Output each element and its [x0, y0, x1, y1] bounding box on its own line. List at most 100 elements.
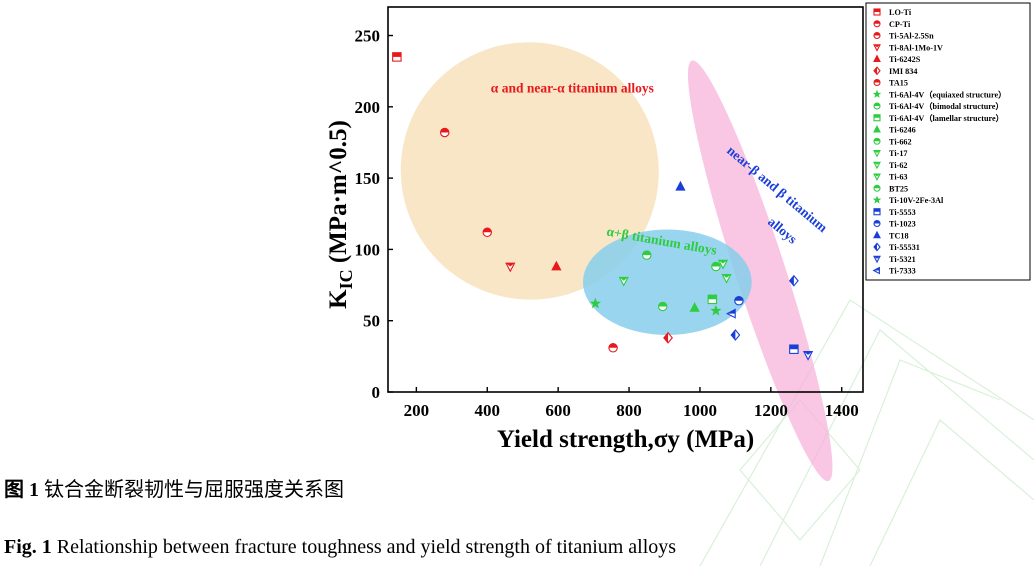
x-tick-label: 1200 [754, 401, 788, 420]
legend-label-9: Ti-6Al-4V（bimodal structure） [889, 101, 1004, 111]
legend-marker-14 [873, 161, 881, 170]
legend-marker-4 [873, 44, 881, 52]
legend-marker-13 [873, 150, 881, 158]
x-tick-label: 800 [616, 401, 642, 420]
legend-label-12: Ti-662 [889, 137, 912, 146]
legend-label-21: Ti-55531 [889, 243, 920, 252]
legend-label-8: Ti-6Al-4V（equiaxed structure） [889, 89, 1006, 99]
legend-label-11: Ti-6246 [889, 126, 916, 135]
data-points [392, 52, 814, 361]
region-layer [400, 42, 833, 482]
data-point-19-1 [734, 295, 744, 306]
legend-label-1: LO-Ti [889, 8, 912, 17]
data-point-21-1 [788, 274, 799, 287]
y-tick-label: 100 [355, 240, 381, 259]
data-point-17-1 [710, 304, 722, 316]
legend-label-13: Ti-17 [889, 149, 908, 158]
x-tick-label: 1400 [825, 401, 859, 420]
data-point-23-1 [726, 308, 736, 319]
legend-marker-15 [873, 173, 881, 181]
data-point-22-1 [802, 351, 814, 361]
data-point-12-1 [657, 301, 668, 312]
region-label-1: α and near-α titanium alloys [491, 81, 654, 96]
legend-label-3: Ti-5Al-2.5Sn [889, 32, 934, 41]
legend-marker-12 [873, 137, 881, 145]
y-tick-label: 200 [355, 98, 381, 117]
y-tick-label: 250 [355, 27, 381, 46]
region-ellipse-3 [582, 229, 752, 335]
watermark-logo [699, 299, 1034, 566]
legend-marker-21 [873, 242, 881, 252]
legend-label-10: Ti-6Al-4V（lamellar structure） [889, 113, 1004, 123]
x-tick-label: 600 [545, 401, 571, 420]
legend-label-19: Ti-1023 [889, 220, 916, 229]
legend-marker-2 [873, 20, 881, 28]
data-point-1-1 [392, 52, 402, 62]
data-point-3-1 [482, 227, 493, 238]
legend-marker-1 [873, 8, 881, 16]
caption-en-text: Relationship between fracture toughness … [56, 536, 677, 558]
plot-frame [387, 6, 864, 393]
legend-label-20: TC18 [889, 231, 909, 240]
legend-box [865, 2, 1031, 281]
data-point-2-1 [439, 127, 450, 138]
legend-marker-10 [873, 114, 881, 122]
data-point-8-1 [589, 297, 601, 309]
figure-caption-en: Fig. 1 Relationship between fracture tou… [4, 536, 676, 559]
legend-marker-5 [873, 54, 881, 62]
data-point-7-1 [608, 343, 618, 353]
legend-label-22: Ti-5321 [889, 255, 916, 264]
legend-label-18: Ti-5553 [889, 208, 916, 217]
legend-marker-19 [873, 219, 881, 228]
figure-caption-cn: 图 1 钛合金断裂韧性与屈服强度关系图 [4, 473, 344, 502]
legend-label-15: Ti-63 [889, 173, 908, 182]
legend-marker-8 [872, 89, 882, 98]
y-axis-label: KIC (MPa·m^0.5) [325, 120, 356, 309]
legend-label-5: Ti-6242S [889, 55, 921, 64]
data-point-21-2 [730, 329, 741, 341]
legend-marker-6 [873, 66, 881, 76]
caption-cn-text: 钛合金断裂韧性与屈服强度关系图 [44, 479, 344, 501]
legend-marker-20 [873, 230, 881, 239]
x-tick-label: 400 [475, 401, 501, 420]
data-point-9-1 [642, 250, 652, 260]
legend-label-23: Ti-7333 [889, 267, 916, 276]
legend-marker-17 [872, 195, 882, 204]
data-point-14-1 [721, 274, 732, 284]
legend-marker-11 [873, 125, 881, 133]
data-point-15-1 [618, 276, 629, 287]
y-tick-label: 150 [355, 169, 381, 188]
data-point-5-1 [551, 260, 562, 271]
legend-label-4: Ti-8Al-1Mo-1V [889, 43, 943, 52]
legend-marker-22 [873, 255, 881, 264]
data-point-20-1 [675, 180, 686, 191]
x-tick-label: 1000 [683, 401, 717, 420]
legend-marker-23 [872, 266, 880, 275]
caption-en-label: Fig. 1 [4, 536, 52, 558]
data-point-10-1 [707, 294, 718, 305]
legend-label-2: CP-Ti [889, 20, 911, 29]
legend: LO-Ti CP-Ti Ti-5Al-2.5Sn Ti-8Al-1Mo-1V Ti-62… [865, 2, 1031, 281]
legend-marker-9 [873, 102, 881, 110]
x-tick-label: 200 [404, 401, 430, 420]
y-tick-label: 50 [363, 312, 380, 331]
legend-label-17: Ti-10V-2Fe-3Al [889, 196, 944, 205]
legend-label-6: IMI 834 [889, 67, 917, 76]
legend-marker-18 [873, 208, 881, 216]
data-point-18-1 [789, 344, 799, 354]
legend-label-16: BT25 [889, 184, 908, 193]
data-point-16-1 [711, 261, 721, 272]
data-point-11-1 [689, 302, 700, 312]
region-ellipse-1 [400, 42, 659, 300]
legend-label-7: TA15 [889, 79, 908, 88]
legend-label-14: Ti-62 [889, 161, 908, 170]
y-tick-label: 0 [372, 383, 381, 402]
data-point-4-1 [505, 262, 516, 273]
data-point-6-1 [663, 331, 673, 344]
region-ellipse-2 [687, 60, 833, 482]
data-point-13-1 [717, 259, 729, 270]
axes: 200 400 600 800 1000 1200 1400 0 50 100 150 200 250 Y… [325, 6, 864, 453]
legend-marker-7 [873, 78, 881, 87]
legend-marker-3 [873, 31, 881, 40]
